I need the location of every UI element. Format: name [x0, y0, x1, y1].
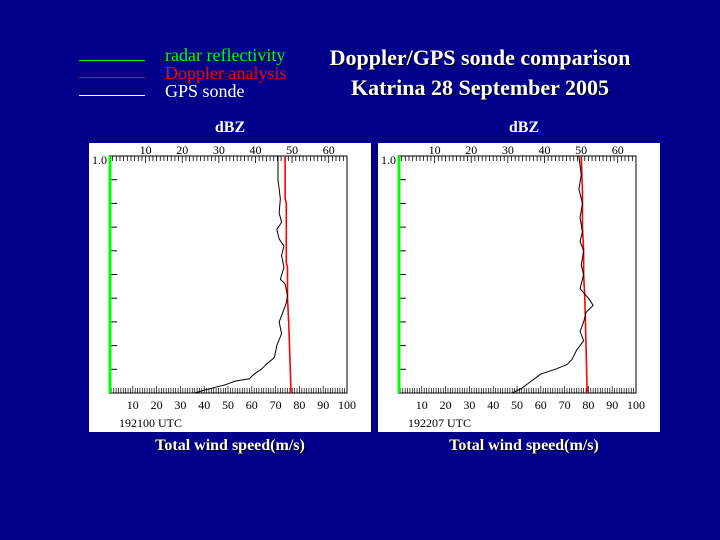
- bottom-tick-label: 80: [293, 398, 305, 412]
- top-minor-ticks: [397, 156, 637, 163]
- chart-panel-right: 10 20 30 40 50 60 10 20 30 40 50 60 70 80 90 100 1.0 1922…: [378, 143, 660, 432]
- bottom-tick-label: 90: [606, 398, 618, 412]
- title-line-1: Doppler/GPS sonde comparison: [329, 45, 631, 70]
- bottom-tick-label: 60: [246, 398, 258, 412]
- bottom-tick-label: 100: [338, 398, 356, 412]
- series-line: [194, 156, 288, 394]
- bottom-tick-label: 90: [317, 398, 329, 412]
- legend-line-sonde: [79, 95, 145, 96]
- time-label: 192207 UTC: [408, 416, 471, 430]
- series-line: [512, 155, 594, 394]
- y-tick-label: 1.0: [92, 153, 107, 167]
- top-tick-label: 10: [429, 143, 441, 157]
- bottom-tick-label: 30: [174, 398, 186, 412]
- top-tick-label: 60: [323, 143, 335, 157]
- top-tick-label: 40: [538, 143, 550, 157]
- right-top-axis-label: dBZ: [508, 119, 540, 136]
- bottom-tick-label: 80: [582, 398, 594, 412]
- series-line: [580, 155, 589, 394]
- legend-line-doppler: [79, 77, 145, 78]
- bottom-tick-label: 10: [416, 398, 428, 412]
- time-label: 192100 UTC: [119, 416, 182, 430]
- bottom-tick-label: 20: [440, 398, 452, 412]
- bottom-tick-label: 40: [198, 398, 210, 412]
- y-tick-label: 1.0: [381, 153, 396, 167]
- plot-frame: [397, 155, 637, 394]
- bottom-tick-label: 10: [127, 398, 139, 412]
- chart-svg: 10 20 30 40 50 60 10 20 30 40 50 60 70 80 90 100 1.0 1922…: [381, 143, 645, 430]
- chart-svg: 10 20 30 40 50 60 10 20 30 40 50 60 70 80 90 100 1.0 1921…: [92, 143, 356, 430]
- legend-label-sonde: GPS sonde: [165, 81, 245, 101]
- bottom-tick-label: 50: [511, 398, 523, 412]
- top-tick-label: 20: [176, 143, 188, 157]
- plot-frame: [108, 155, 348, 394]
- top-tick-label: 50: [575, 143, 587, 157]
- bottom-tick-label: 70: [270, 398, 282, 412]
- bottom-tick-label: 20: [151, 398, 163, 412]
- right-xlabel: Total wind speed(m/s): [449, 437, 599, 454]
- title-line-2: Katrina 28 September 2005: [350, 75, 610, 100]
- bottom-tick-label: 100: [627, 398, 645, 412]
- top-tick-label: 60: [612, 143, 624, 157]
- bottom-tick-label: 40: [487, 398, 499, 412]
- top-tick-label: 20: [465, 143, 477, 157]
- top-tick-label: 50: [286, 143, 298, 157]
- legend-label-radar: radar reflectivity: [165, 45, 286, 65]
- legend-label-doppler: Doppler analysis: [165, 63, 287, 83]
- bottom-tick-label: 70: [559, 398, 571, 412]
- top-tick-label: 30: [502, 143, 514, 157]
- bottom-minor-ticks: [397, 386, 637, 393]
- top-tick-label: 10: [140, 143, 152, 157]
- bottom-tick-label: 50: [222, 398, 234, 412]
- top-tick-label: 40: [249, 143, 261, 157]
- series-line: [284, 156, 292, 394]
- chart-panel-left: 10 20 30 40 50 60 10 20 30 40 50 60 70 80 90 100 1.0 1921…: [89, 143, 371, 432]
- top-tick-label: 30: [213, 143, 225, 157]
- bottom-tick-label: 30: [463, 398, 475, 412]
- bottom-minor-ticks: [108, 386, 348, 393]
- left-xlabel: Total wind speed(m/s): [155, 437, 305, 454]
- left-top-axis-label: dBZ: [214, 119, 246, 136]
- legend-line-radar: [79, 60, 145, 61]
- bottom-tick-label: 60: [535, 398, 547, 412]
- top-minor-ticks: [108, 156, 348, 163]
